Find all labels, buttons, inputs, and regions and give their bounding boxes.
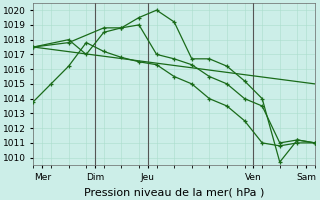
X-axis label: Pression niveau de la mer( hPa ): Pression niveau de la mer( hPa ) xyxy=(84,187,264,197)
